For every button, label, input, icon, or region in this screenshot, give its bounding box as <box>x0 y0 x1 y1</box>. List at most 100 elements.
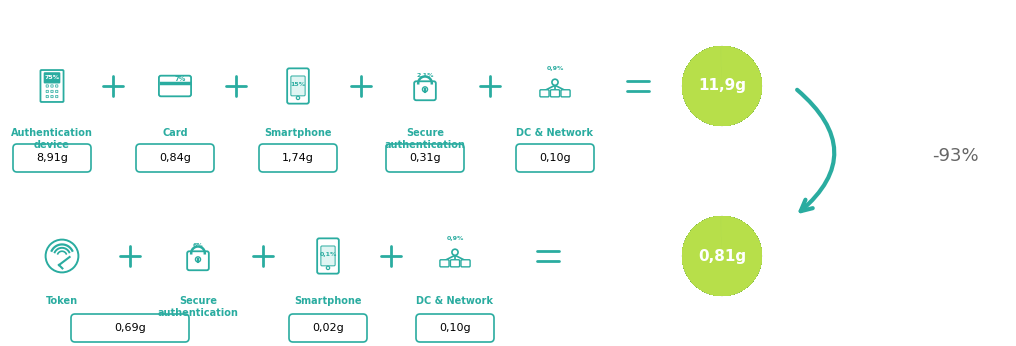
Wedge shape <box>682 216 762 296</box>
Wedge shape <box>682 216 762 296</box>
Wedge shape <box>682 216 762 296</box>
Wedge shape <box>682 46 762 126</box>
Wedge shape <box>682 216 762 296</box>
Text: Token: Token <box>46 296 78 306</box>
Wedge shape <box>682 46 762 126</box>
Wedge shape <box>682 216 762 296</box>
Wedge shape <box>682 216 762 296</box>
Wedge shape <box>682 216 762 296</box>
Wedge shape <box>682 216 762 296</box>
Text: 7%: 7% <box>174 76 186 82</box>
FancyBboxPatch shape <box>56 85 58 87</box>
Wedge shape <box>682 216 762 296</box>
Wedge shape <box>682 46 762 126</box>
Wedge shape <box>682 216 762 296</box>
Wedge shape <box>682 46 762 126</box>
Wedge shape <box>682 216 762 296</box>
Wedge shape <box>682 46 762 126</box>
Wedge shape <box>682 216 762 296</box>
Wedge shape <box>682 216 762 296</box>
Wedge shape <box>682 46 762 126</box>
Wedge shape <box>682 46 762 126</box>
Wedge shape <box>682 216 762 296</box>
Wedge shape <box>682 46 762 126</box>
Wedge shape <box>682 216 762 296</box>
Wedge shape <box>682 46 762 126</box>
Wedge shape <box>682 46 762 126</box>
FancyBboxPatch shape <box>45 73 60 83</box>
Wedge shape <box>682 46 762 126</box>
Text: 75%: 75% <box>45 75 60 80</box>
FancyBboxPatch shape <box>289 314 367 342</box>
Wedge shape <box>682 46 762 126</box>
Wedge shape <box>682 216 762 296</box>
Wedge shape <box>682 216 762 296</box>
Text: 11,9g: 11,9g <box>698 79 746 93</box>
FancyBboxPatch shape <box>46 90 49 93</box>
Wedge shape <box>682 46 762 126</box>
Text: 6%: 6% <box>193 243 203 248</box>
FancyBboxPatch shape <box>51 85 53 87</box>
Wedge shape <box>682 46 762 126</box>
Wedge shape <box>682 46 762 126</box>
FancyBboxPatch shape <box>288 69 309 104</box>
Wedge shape <box>682 46 762 126</box>
Wedge shape <box>682 216 762 296</box>
Text: 1,74g: 1,74g <box>282 153 314 163</box>
Wedge shape <box>682 216 762 296</box>
Text: DC & Network: DC & Network <box>417 296 494 306</box>
Wedge shape <box>682 216 762 296</box>
Wedge shape <box>682 46 762 126</box>
Text: 0,9%: 0,9% <box>446 236 463 241</box>
Wedge shape <box>682 216 762 296</box>
Wedge shape <box>682 46 762 126</box>
Wedge shape <box>682 46 762 126</box>
Wedge shape <box>682 46 762 126</box>
Wedge shape <box>682 216 762 296</box>
Wedge shape <box>682 46 762 126</box>
Wedge shape <box>682 216 762 296</box>
FancyBboxPatch shape <box>561 90 570 97</box>
FancyBboxPatch shape <box>158 76 191 96</box>
FancyBboxPatch shape <box>291 76 305 96</box>
Wedge shape <box>682 216 762 296</box>
Wedge shape <box>682 216 762 296</box>
Wedge shape <box>682 216 762 296</box>
Text: Secure
authentication: Secure authentication <box>385 128 465 149</box>
Wedge shape <box>682 216 762 296</box>
Wedge shape <box>682 46 762 126</box>
Wedge shape <box>682 46 762 126</box>
Wedge shape <box>682 216 762 296</box>
Wedge shape <box>682 46 762 126</box>
Circle shape <box>452 249 458 255</box>
Wedge shape <box>682 216 762 296</box>
Wedge shape <box>682 216 762 296</box>
Wedge shape <box>682 216 762 296</box>
Wedge shape <box>682 216 762 296</box>
Wedge shape <box>682 46 762 126</box>
Wedge shape <box>682 216 762 296</box>
Wedge shape <box>682 216 762 296</box>
FancyBboxPatch shape <box>41 70 64 102</box>
Wedge shape <box>682 216 762 296</box>
FancyBboxPatch shape <box>321 246 335 266</box>
Wedge shape <box>682 46 762 126</box>
Wedge shape <box>682 46 762 126</box>
Wedge shape <box>682 216 762 296</box>
Wedge shape <box>682 46 762 126</box>
Wedge shape <box>682 216 762 296</box>
Wedge shape <box>682 46 762 126</box>
Wedge shape <box>682 216 762 296</box>
Wedge shape <box>682 46 762 126</box>
Wedge shape <box>682 216 762 296</box>
Wedge shape <box>682 216 762 296</box>
Wedge shape <box>682 216 762 296</box>
FancyArrowPatch shape <box>798 90 834 211</box>
Wedge shape <box>682 46 762 126</box>
FancyBboxPatch shape <box>46 85 49 87</box>
Wedge shape <box>682 216 762 296</box>
Wedge shape <box>682 46 762 126</box>
Wedge shape <box>682 46 762 126</box>
FancyBboxPatch shape <box>317 238 339 274</box>
Wedge shape <box>682 46 762 126</box>
